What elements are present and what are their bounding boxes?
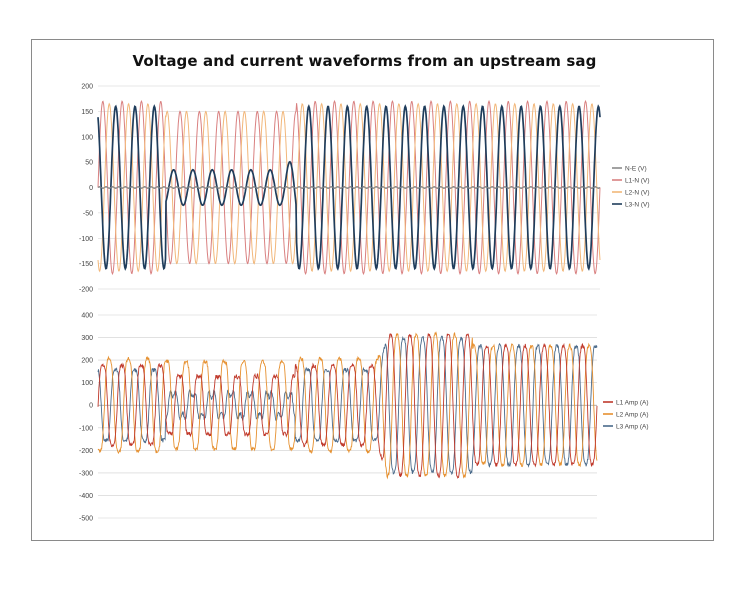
legend-entry: L3 Amp (A) — [616, 423, 649, 430]
y-tick-label: 50 — [85, 160, 93, 167]
y-tick-label: -100 — [79, 425, 93, 432]
y-tick-label: -400 — [79, 493, 93, 500]
legend-entry: L2 Amp (A) — [616, 411, 649, 418]
y-tick-label: 100 — [81, 134, 93, 141]
legend-entry: L3-N (V) — [625, 201, 650, 208]
current-panel: 400 300 200 100 0 -100 -200 -300 -400 -500 L1 Amp … — [79, 313, 649, 523]
y-tick-label: -500 — [79, 516, 93, 523]
series-line-l2-amp-a — [97, 331, 598, 480]
y-tick-label: -200 — [79, 287, 93, 294]
y-tick-label: -100 — [79, 236, 93, 243]
y-tick-label: -150 — [79, 261, 93, 268]
y-tick-label: 400 — [81, 313, 93, 320]
voltage-panel: 200 150 100 50 0 -50 -100 -150 -200 N-E (V) L1-N (… — [79, 84, 650, 294]
y-tick-label: 300 — [81, 335, 93, 342]
series-line-n-e-v — [97, 186, 601, 189]
legend-entry: N-E (V) — [625, 165, 647, 172]
chart-title: Voltage and current waveforms from an up… — [132, 52, 597, 70]
series-line-l3-amp-a — [97, 335, 598, 476]
legend-entry: L1-N (V) — [625, 177, 650, 184]
legend-entry: L1 Amp (A) — [616, 399, 649, 406]
y-tick-label: 200 — [81, 84, 93, 91]
y-tick-label: 0 — [89, 403, 93, 410]
chart-frame — [31, 39, 714, 541]
y-tick-label: 200 — [81, 358, 93, 365]
legend-entry: L2-N (V) — [625, 189, 650, 196]
y-tick-label: 100 — [81, 380, 93, 387]
y-tick-label: -200 — [79, 448, 93, 455]
y-tick-label: -50 — [83, 210, 93, 217]
y-tick-label: -300 — [79, 470, 93, 477]
y-tick-label: 0 — [89, 185, 93, 192]
y-tick-label: 150 — [81, 109, 93, 116]
series-line-l1-amp-a — [97, 333, 598, 479]
